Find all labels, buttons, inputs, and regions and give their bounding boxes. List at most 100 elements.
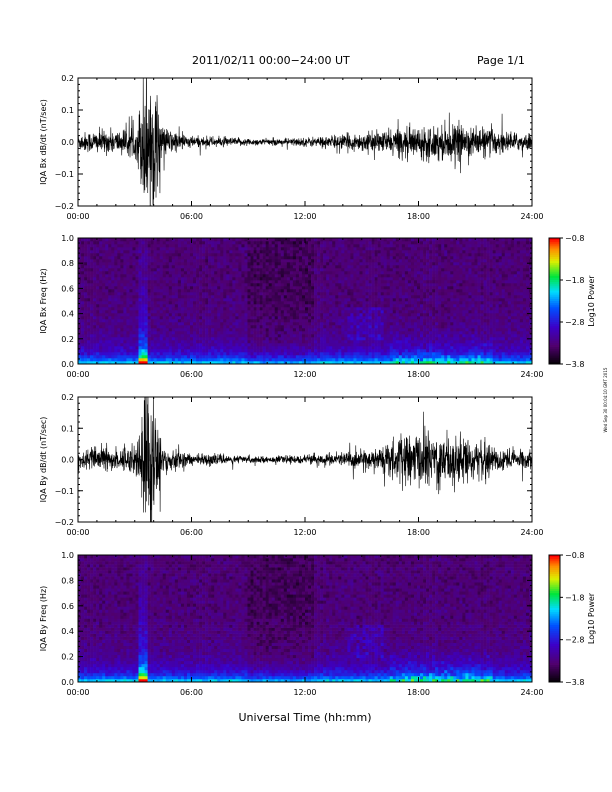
- heatmap-cell: [256, 238, 260, 242]
- heatmap-cell: [398, 301, 403, 305]
- heatmap-cell: [208, 349, 212, 353]
- heatmap-cell: [99, 313, 103, 317]
- heatmap-cell: [117, 262, 121, 266]
- heatmap-cell: [420, 298, 424, 302]
- heatmap-cell: [114, 322, 118, 326]
- heatmap-cell: [359, 346, 363, 350]
- heatmap-cell: [371, 361, 375, 365]
- heatmap-cell: [217, 346, 221, 350]
- heatmap-cell: [338, 331, 342, 335]
- heatmap-cell: [344, 328, 348, 332]
- heatmap-cell: [256, 307, 260, 311]
- heatmap-cell: [344, 283, 348, 287]
- heatmap-cell: [102, 316, 106, 320]
- heatmap-cell: [135, 292, 139, 296]
- heatmap-cell: [135, 247, 139, 251]
- heatmap-cell: [202, 247, 206, 251]
- heatmap-cell: [286, 238, 291, 242]
- heatmap-cell: [380, 268, 384, 272]
- heatmap-cell: [120, 277, 124, 281]
- heatmap-cell: [99, 316, 103, 320]
- heatmap-cell: [344, 322, 348, 326]
- heatmap-cell: [214, 292, 218, 296]
- heatmap-cell: [156, 277, 161, 281]
- heatmap-cell: [395, 322, 400, 326]
- heatmap-cell: [208, 289, 212, 293]
- heatmap-cell: [317, 316, 321, 320]
- heatmap-cell: [292, 322, 297, 326]
- heatmap-cell: [356, 319, 360, 323]
- heatmap-cell: [332, 274, 336, 278]
- heatmap-cell: [132, 292, 136, 296]
- heatmap-cell: [317, 271, 321, 275]
- heatmap-cell: [295, 316, 300, 320]
- heatmap-cell: [404, 238, 409, 242]
- heatmap-cell: [347, 295, 351, 299]
- heatmap-cell: [217, 325, 221, 329]
- heatmap-cell: [171, 316, 176, 320]
- heatmap-cell: [153, 340, 157, 344]
- heatmap-cell: [332, 244, 336, 248]
- heatmap-cell: [259, 307, 263, 311]
- heatmap-cell: [389, 331, 394, 335]
- heatmap-cell: [123, 292, 127, 296]
- heatmap-cell: [211, 304, 215, 308]
- heatmap-cell: [105, 310, 109, 314]
- heatmap-cell: [259, 361, 263, 365]
- heatmap-cell: [250, 319, 254, 323]
- heatmap-cell: [338, 289, 342, 293]
- heatmap-cell: [332, 298, 336, 302]
- heatmap-cell: [193, 277, 197, 281]
- heatmap-cell: [356, 253, 360, 257]
- heatmap-cell: [159, 334, 164, 338]
- heatmap-cell: [220, 241, 224, 245]
- heatmap-cell: [81, 283, 85, 287]
- heatmap-cell: [323, 328, 327, 332]
- heatmap-cell: [135, 271, 139, 275]
- heatmap-cell: [392, 274, 397, 278]
- heatmap-cell: [114, 268, 118, 272]
- heatmap-cell: [147, 349, 151, 353]
- heatmap-cell: [401, 340, 406, 344]
- heatmap-cell: [305, 244, 309, 248]
- heatmap-cell: [350, 256, 354, 260]
- heatmap-cell: [332, 292, 336, 296]
- heatmap-cell: [401, 268, 406, 272]
- heatmap-cell: [280, 247, 285, 251]
- heatmap-cell: [232, 268, 236, 272]
- heatmap-cell: [353, 268, 357, 272]
- heatmap-cell: [347, 325, 351, 329]
- heatmap-cell: [280, 244, 285, 248]
- heatmap-cell: [395, 307, 400, 311]
- heatmap-cell: [292, 247, 297, 251]
- heatmap-cell: [265, 241, 269, 245]
- heatmap-cell: [362, 298, 366, 302]
- heatmap-cell: [126, 292, 130, 296]
- heatmap-cell: [159, 277, 164, 281]
- heatmap-cell: [205, 322, 209, 326]
- heatmap-cell: [386, 355, 391, 359]
- heatmap-cell: [159, 253, 164, 257]
- heatmap-cell: [338, 286, 342, 290]
- heatmap-cell: [168, 286, 173, 290]
- heatmap-cell: [144, 286, 148, 290]
- heatmap-cell: [147, 352, 151, 356]
- heatmap-cell: [305, 361, 309, 365]
- heatmap-cell: [262, 319, 266, 323]
- heatmap-cell: [301, 253, 306, 257]
- heatmap-cell: [193, 361, 197, 365]
- heatmap-cell: [420, 358, 424, 362]
- heatmap-cell: [283, 247, 288, 251]
- heatmap-cell: [156, 310, 161, 314]
- heatmap-cell: [320, 256, 324, 260]
- heatmap-cell: [183, 289, 188, 293]
- heatmap-cell: [177, 328, 182, 332]
- heatmap-cell: [244, 262, 248, 266]
- heatmap-cell: [353, 316, 357, 320]
- heatmap-cell: [177, 307, 182, 311]
- heatmap-cell: [196, 349, 200, 353]
- heatmap-cell: [341, 244, 345, 248]
- heatmap-cell: [141, 325, 145, 329]
- heatmap-cell: [153, 316, 157, 320]
- heatmap-cell: [395, 337, 400, 341]
